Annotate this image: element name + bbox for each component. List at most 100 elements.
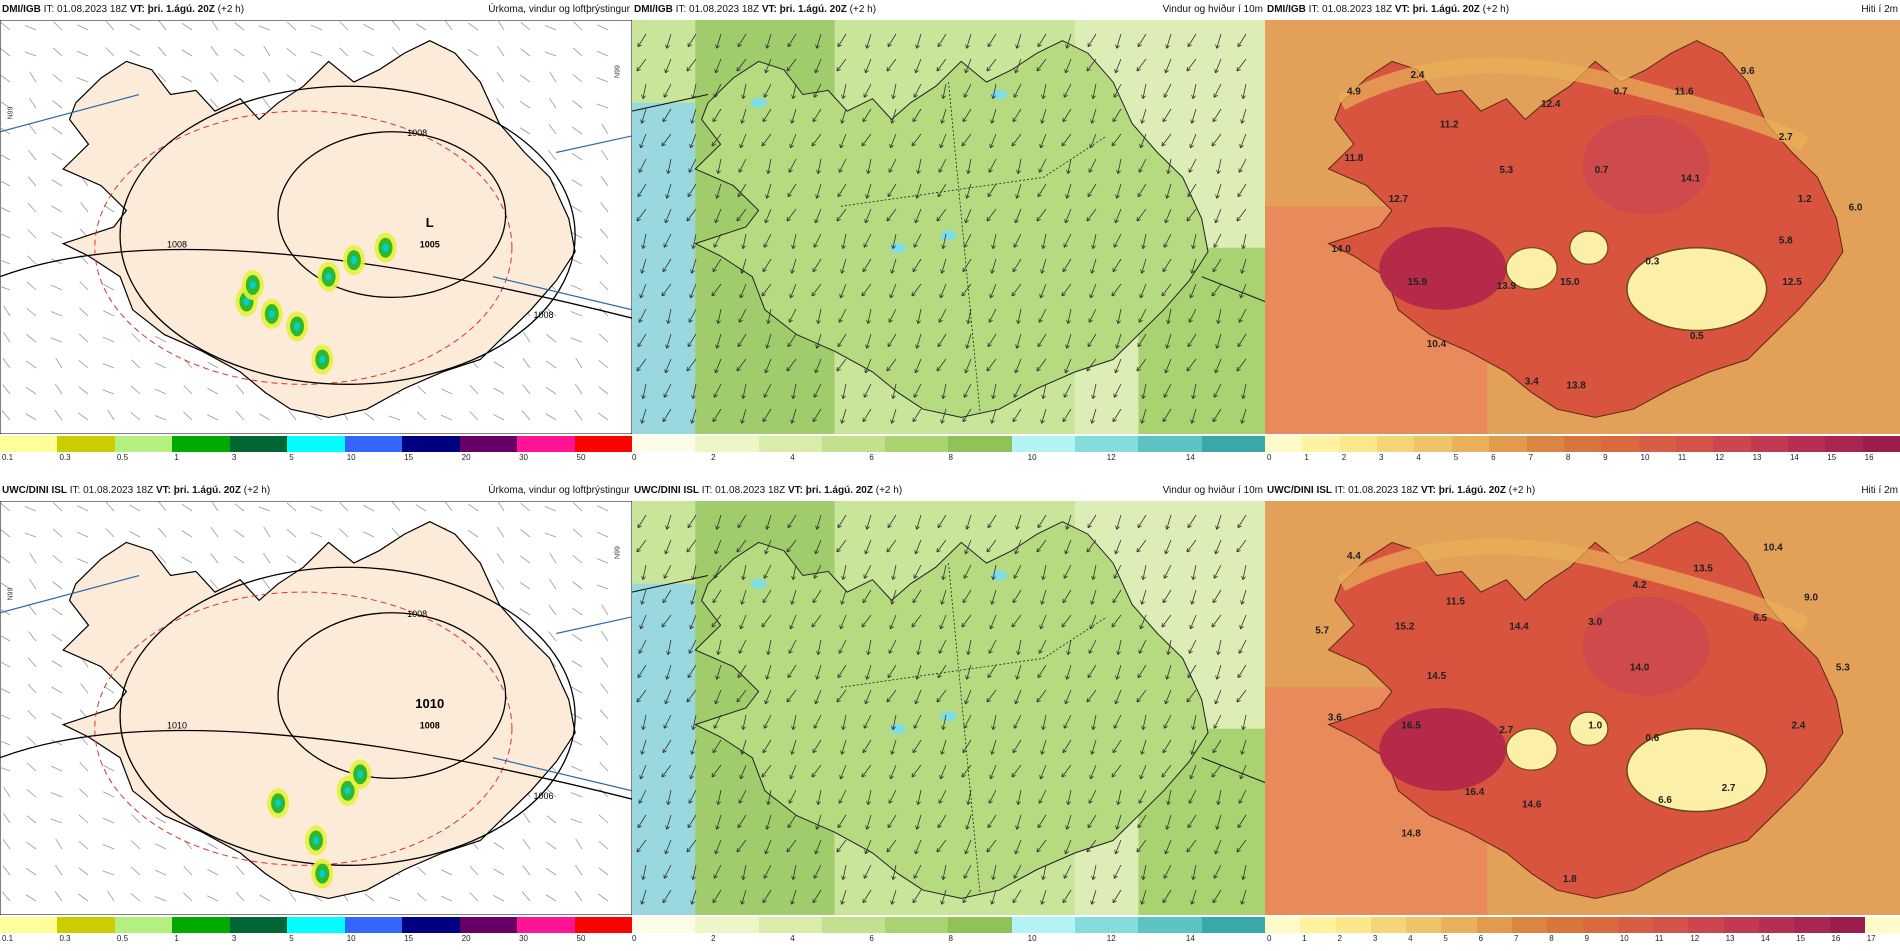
temperature-label: 5.3 — [1836, 663, 1850, 674]
temperature-label: 0.7 — [1614, 87, 1628, 98]
panel-title: Vindur og hviður í 10m — [1163, 0, 1263, 20]
map-panel: UWC/DINI ISL IT: 01.08.2023 18Z VT: þri.… — [0, 481, 632, 951]
temperature-label: 15.0 — [1560, 277, 1580, 288]
temperature-label: 14.6 — [1522, 799, 1542, 810]
colorbar-tick: 12 — [1715, 453, 1724, 462]
colorbar-segment — [57, 436, 114, 452]
temperature-label: 3.6 — [1328, 712, 1342, 723]
colorbar-tick: 1 — [1304, 453, 1308, 462]
temperature-label: 14.8 — [1401, 828, 1421, 839]
colorbar-tick: 7 — [1528, 453, 1532, 462]
colorbar-tick: 6 — [1491, 453, 1495, 462]
colorbar-tick: 14 — [1790, 453, 1799, 462]
colorbar-segment — [1265, 917, 1300, 933]
colorbar-segment — [632, 917, 695, 933]
temperature-label: 0.7 — [1595, 165, 1609, 176]
temperature-label: 14.1 — [1681, 173, 1701, 184]
panel-header: UWC/DINI ISL IT: 01.08.2023 18Z VT: þri.… — [632, 481, 1265, 501]
valid-label: VT: — [156, 485, 174, 496]
colorbar-segment — [1794, 917, 1829, 933]
temperature-label: 15.2 — [1395, 621, 1415, 632]
colorbar-segment — [822, 917, 885, 933]
colorbar-tick: 1 — [1302, 934, 1306, 943]
temperature-label: 4.9 — [1347, 87, 1361, 98]
valid-label: VT: — [130, 4, 148, 15]
colorbar-tick: 6 — [869, 934, 873, 943]
colorbar-segment — [287, 917, 344, 933]
colorbar-tick: 8 — [949, 453, 953, 462]
colorbar-tick: 10 — [347, 934, 356, 943]
colorbar-tick: 8 — [1566, 453, 1570, 462]
init-time: IT: 01.08.2023 18Z — [1332, 485, 1421, 496]
colorbar-tick: 1 — [174, 934, 178, 943]
colorbar-tick: 5 — [289, 934, 293, 943]
isobar-label: 1010 — [167, 721, 187, 731]
colorbar-segment — [885, 917, 948, 933]
colorbar-tick: 2 — [1342, 453, 1346, 462]
run-info: DMI/IGB IT: 01.08.2023 18Z VT: þri. 1.ág… — [634, 0, 876, 20]
colorbar — [0, 436, 632, 452]
colorbar-tick: 30 — [519, 934, 528, 943]
valid-time: þri. 1.ágú. 20Z — [1413, 4, 1480, 15]
colorbar-tick: 5 — [1454, 453, 1458, 462]
colorbar-segment — [1489, 436, 1526, 452]
valid-label: VT: — [788, 485, 806, 496]
temperature-label: 10.4 — [1763, 543, 1783, 554]
temperature-label: 2.4 — [1410, 70, 1424, 81]
isobar-label: L — [426, 215, 434, 230]
temperature-label: 2.7 — [1499, 725, 1513, 736]
temperature-label: 3.4 — [1525, 376, 1539, 387]
temperature-label: 5.8 — [1779, 236, 1793, 247]
init-time: IT: 01.08.2023 18Z — [1306, 4, 1395, 15]
temperature-label: 14.0 — [1331, 244, 1351, 255]
colorbar-segment — [0, 917, 57, 933]
colorbar-segment — [1788, 436, 1825, 452]
colorbar-segment — [1452, 436, 1489, 452]
colorbar-tick: 9 — [1585, 934, 1589, 943]
colorbar-segment — [1441, 917, 1476, 933]
colorbar-segment — [632, 436, 695, 452]
colorbar-tick: 4 — [790, 934, 794, 943]
temperature-label: 13.8 — [1566, 380, 1586, 391]
colorbar-segment — [1527, 436, 1564, 452]
colorbar-tick: 0.1 — [2, 934, 13, 943]
run-info: UWC/DINI ISL IT: 01.08.2023 18Z VT: þri.… — [2, 481, 270, 501]
temperature-label: 2.7 — [1722, 783, 1736, 794]
wind-map — [632, 501, 1265, 915]
colorbar-segment — [345, 436, 402, 452]
panel-header: DMI/IGB IT: 01.08.2023 18Z VT: þri. 1.ág… — [0, 0, 632, 20]
colorbar-segment — [0, 436, 57, 452]
colorbar-tick: 12 — [1107, 453, 1116, 462]
panel-title: Úrkoma, vindur og loftþrýstingur — [488, 0, 630, 20]
colorbar-segment — [57, 917, 114, 933]
temperature-label: 4.4 — [1347, 551, 1361, 562]
lead-time: (+2 h) — [215, 4, 244, 15]
colorbar-tick: 20 — [462, 453, 471, 462]
valid-label: VT: — [762, 4, 780, 15]
map-panel: DMI/IGB IT: 01.08.2023 18Z VT: þri. 1.ág… — [1265, 0, 1900, 470]
colorbar-segment — [115, 436, 172, 452]
colorbar-segment — [1371, 917, 1406, 933]
model-name: UWC/DINI ISL — [1267, 485, 1332, 496]
colorbar-tick: 5 — [1443, 934, 1447, 943]
colorbar-tick: 0 — [632, 934, 636, 943]
colorbar-tick: 7 — [1514, 934, 1518, 943]
colorbar-segment — [1676, 436, 1713, 452]
temperature-label: 14.0 — [1630, 663, 1650, 674]
colorbar-tick: 20 — [462, 934, 471, 943]
temperature-label: 9.0 — [1804, 592, 1818, 603]
colorbar-segment — [1751, 436, 1788, 452]
temperature-label: 5.3 — [1499, 165, 1513, 176]
colorbar-segment — [172, 436, 229, 452]
temperature-label: 11.5 — [1446, 597, 1465, 608]
isobar-label: 1008 — [420, 721, 440, 731]
lead-time: (+2 h) — [241, 485, 270, 496]
colorbar-segment — [1202, 436, 1265, 452]
colorbar-tick: 2 — [711, 934, 715, 943]
run-info: DMI/IGB IT: 01.08.2023 18Z VT: þri. 1.ág… — [2, 0, 244, 20]
